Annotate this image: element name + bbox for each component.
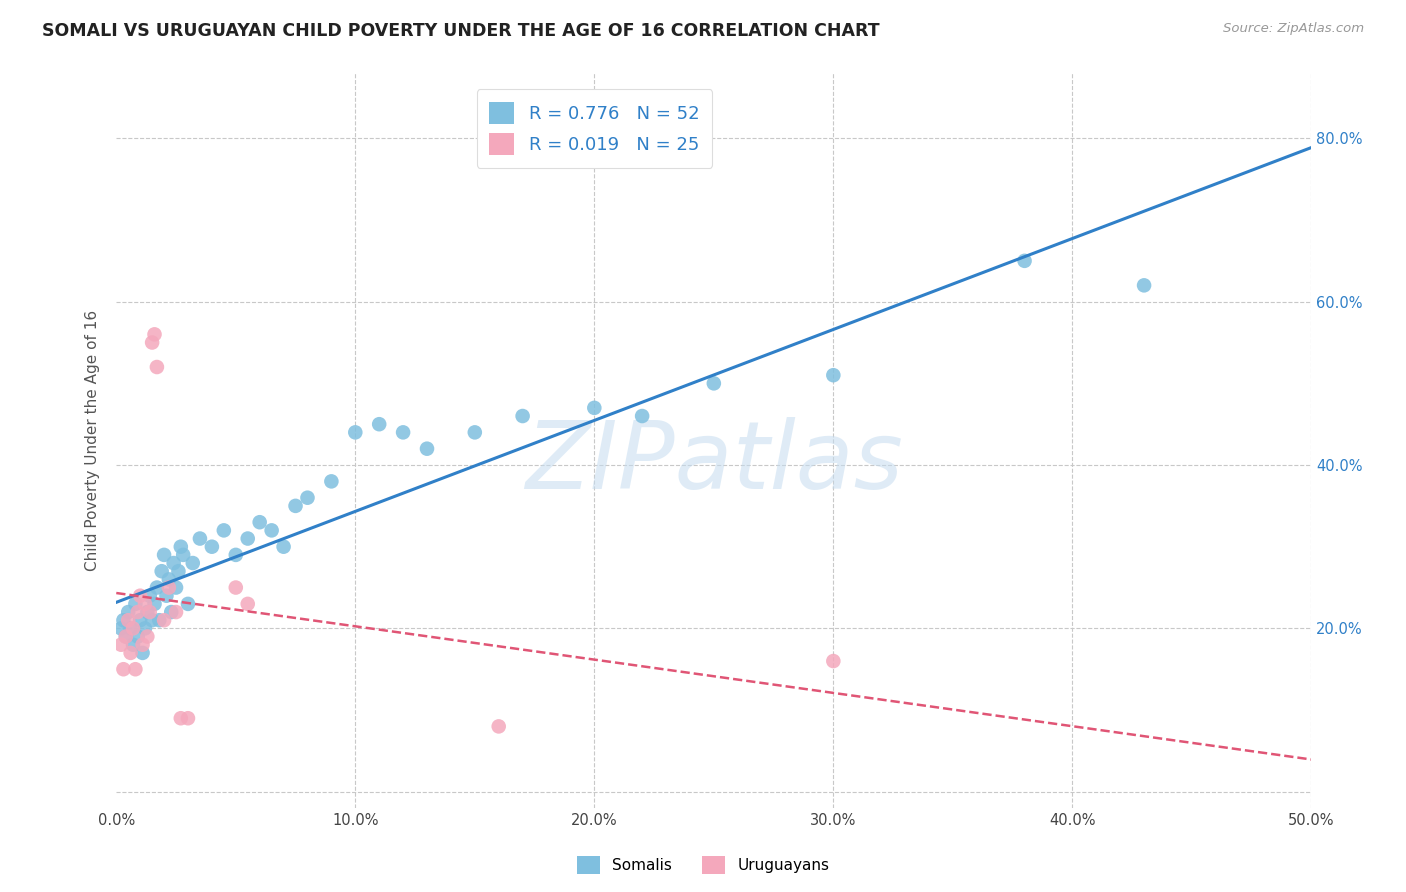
Point xyxy=(249,515,271,529)
Text: Source: ZipAtlas.com: Source: ZipAtlas.com xyxy=(1223,22,1364,36)
Point xyxy=(212,524,235,538)
Point xyxy=(127,605,149,619)
Point xyxy=(124,662,146,676)
Point xyxy=(368,417,391,432)
Point xyxy=(170,540,193,554)
Point xyxy=(150,564,173,578)
Point xyxy=(160,605,183,619)
Point xyxy=(124,597,146,611)
Point xyxy=(114,630,136,644)
Y-axis label: Child Poverty Under the Age of 16: Child Poverty Under the Age of 16 xyxy=(86,310,100,571)
Point xyxy=(112,662,135,676)
Point xyxy=(141,613,163,627)
Point xyxy=(153,548,176,562)
Point xyxy=(236,597,259,611)
Point xyxy=(297,491,319,505)
Point xyxy=(392,425,415,440)
Point xyxy=(117,605,139,619)
Point xyxy=(141,335,163,350)
Point xyxy=(201,540,224,554)
Point xyxy=(1014,253,1036,268)
Point xyxy=(114,630,136,644)
Point xyxy=(110,621,132,635)
Point xyxy=(129,613,152,627)
Point xyxy=(321,475,343,489)
Point xyxy=(143,327,166,342)
Point xyxy=(138,589,160,603)
Point xyxy=(416,442,439,456)
Point xyxy=(112,613,135,627)
Point xyxy=(181,556,204,570)
Point xyxy=(172,548,194,562)
Point xyxy=(464,425,486,440)
Point xyxy=(512,409,534,423)
Point xyxy=(165,581,187,595)
Point xyxy=(134,597,156,611)
Text: SOMALI VS URUGUAYAN CHILD POVERTY UNDER THE AGE OF 16 CORRELATION CHART: SOMALI VS URUGUAYAN CHILD POVERTY UNDER … xyxy=(42,22,880,40)
Point xyxy=(129,589,152,603)
Point xyxy=(167,564,190,578)
Point xyxy=(823,368,845,383)
Point xyxy=(146,359,169,374)
Point xyxy=(273,540,295,554)
Legend: R = 0.776   N = 52, R = 0.019   N = 25: R = 0.776 N = 52, R = 0.019 N = 25 xyxy=(477,89,711,168)
Point xyxy=(225,581,247,595)
Point xyxy=(703,376,725,391)
Point xyxy=(284,499,307,513)
Point xyxy=(157,581,180,595)
Point xyxy=(344,425,367,440)
Point xyxy=(122,621,145,635)
Point xyxy=(155,589,177,603)
Point xyxy=(134,621,156,635)
Point xyxy=(136,605,159,619)
Point xyxy=(631,409,654,423)
Text: ZIPatlas: ZIPatlas xyxy=(524,417,903,508)
Point xyxy=(136,630,159,644)
Point xyxy=(1133,278,1156,293)
Point xyxy=(138,605,160,619)
Point xyxy=(177,597,200,611)
Point xyxy=(157,573,180,587)
Point xyxy=(117,613,139,627)
Point xyxy=(148,613,170,627)
Point xyxy=(236,532,259,546)
Point xyxy=(110,638,132,652)
Point xyxy=(120,646,142,660)
Point xyxy=(823,654,845,668)
Point xyxy=(188,532,211,546)
Legend: Somalis, Uruguayans: Somalis, Uruguayans xyxy=(571,850,835,880)
Point xyxy=(488,719,510,733)
Point xyxy=(162,556,184,570)
Point xyxy=(170,711,193,725)
Point xyxy=(131,638,153,652)
Point xyxy=(131,646,153,660)
Point xyxy=(583,401,606,415)
Point xyxy=(122,638,145,652)
Point xyxy=(177,711,200,725)
Point xyxy=(225,548,247,562)
Point xyxy=(153,613,176,627)
Point xyxy=(120,621,142,635)
Point xyxy=(127,630,149,644)
Point xyxy=(260,524,283,538)
Point xyxy=(165,605,187,619)
Point xyxy=(146,581,169,595)
Point xyxy=(143,597,166,611)
